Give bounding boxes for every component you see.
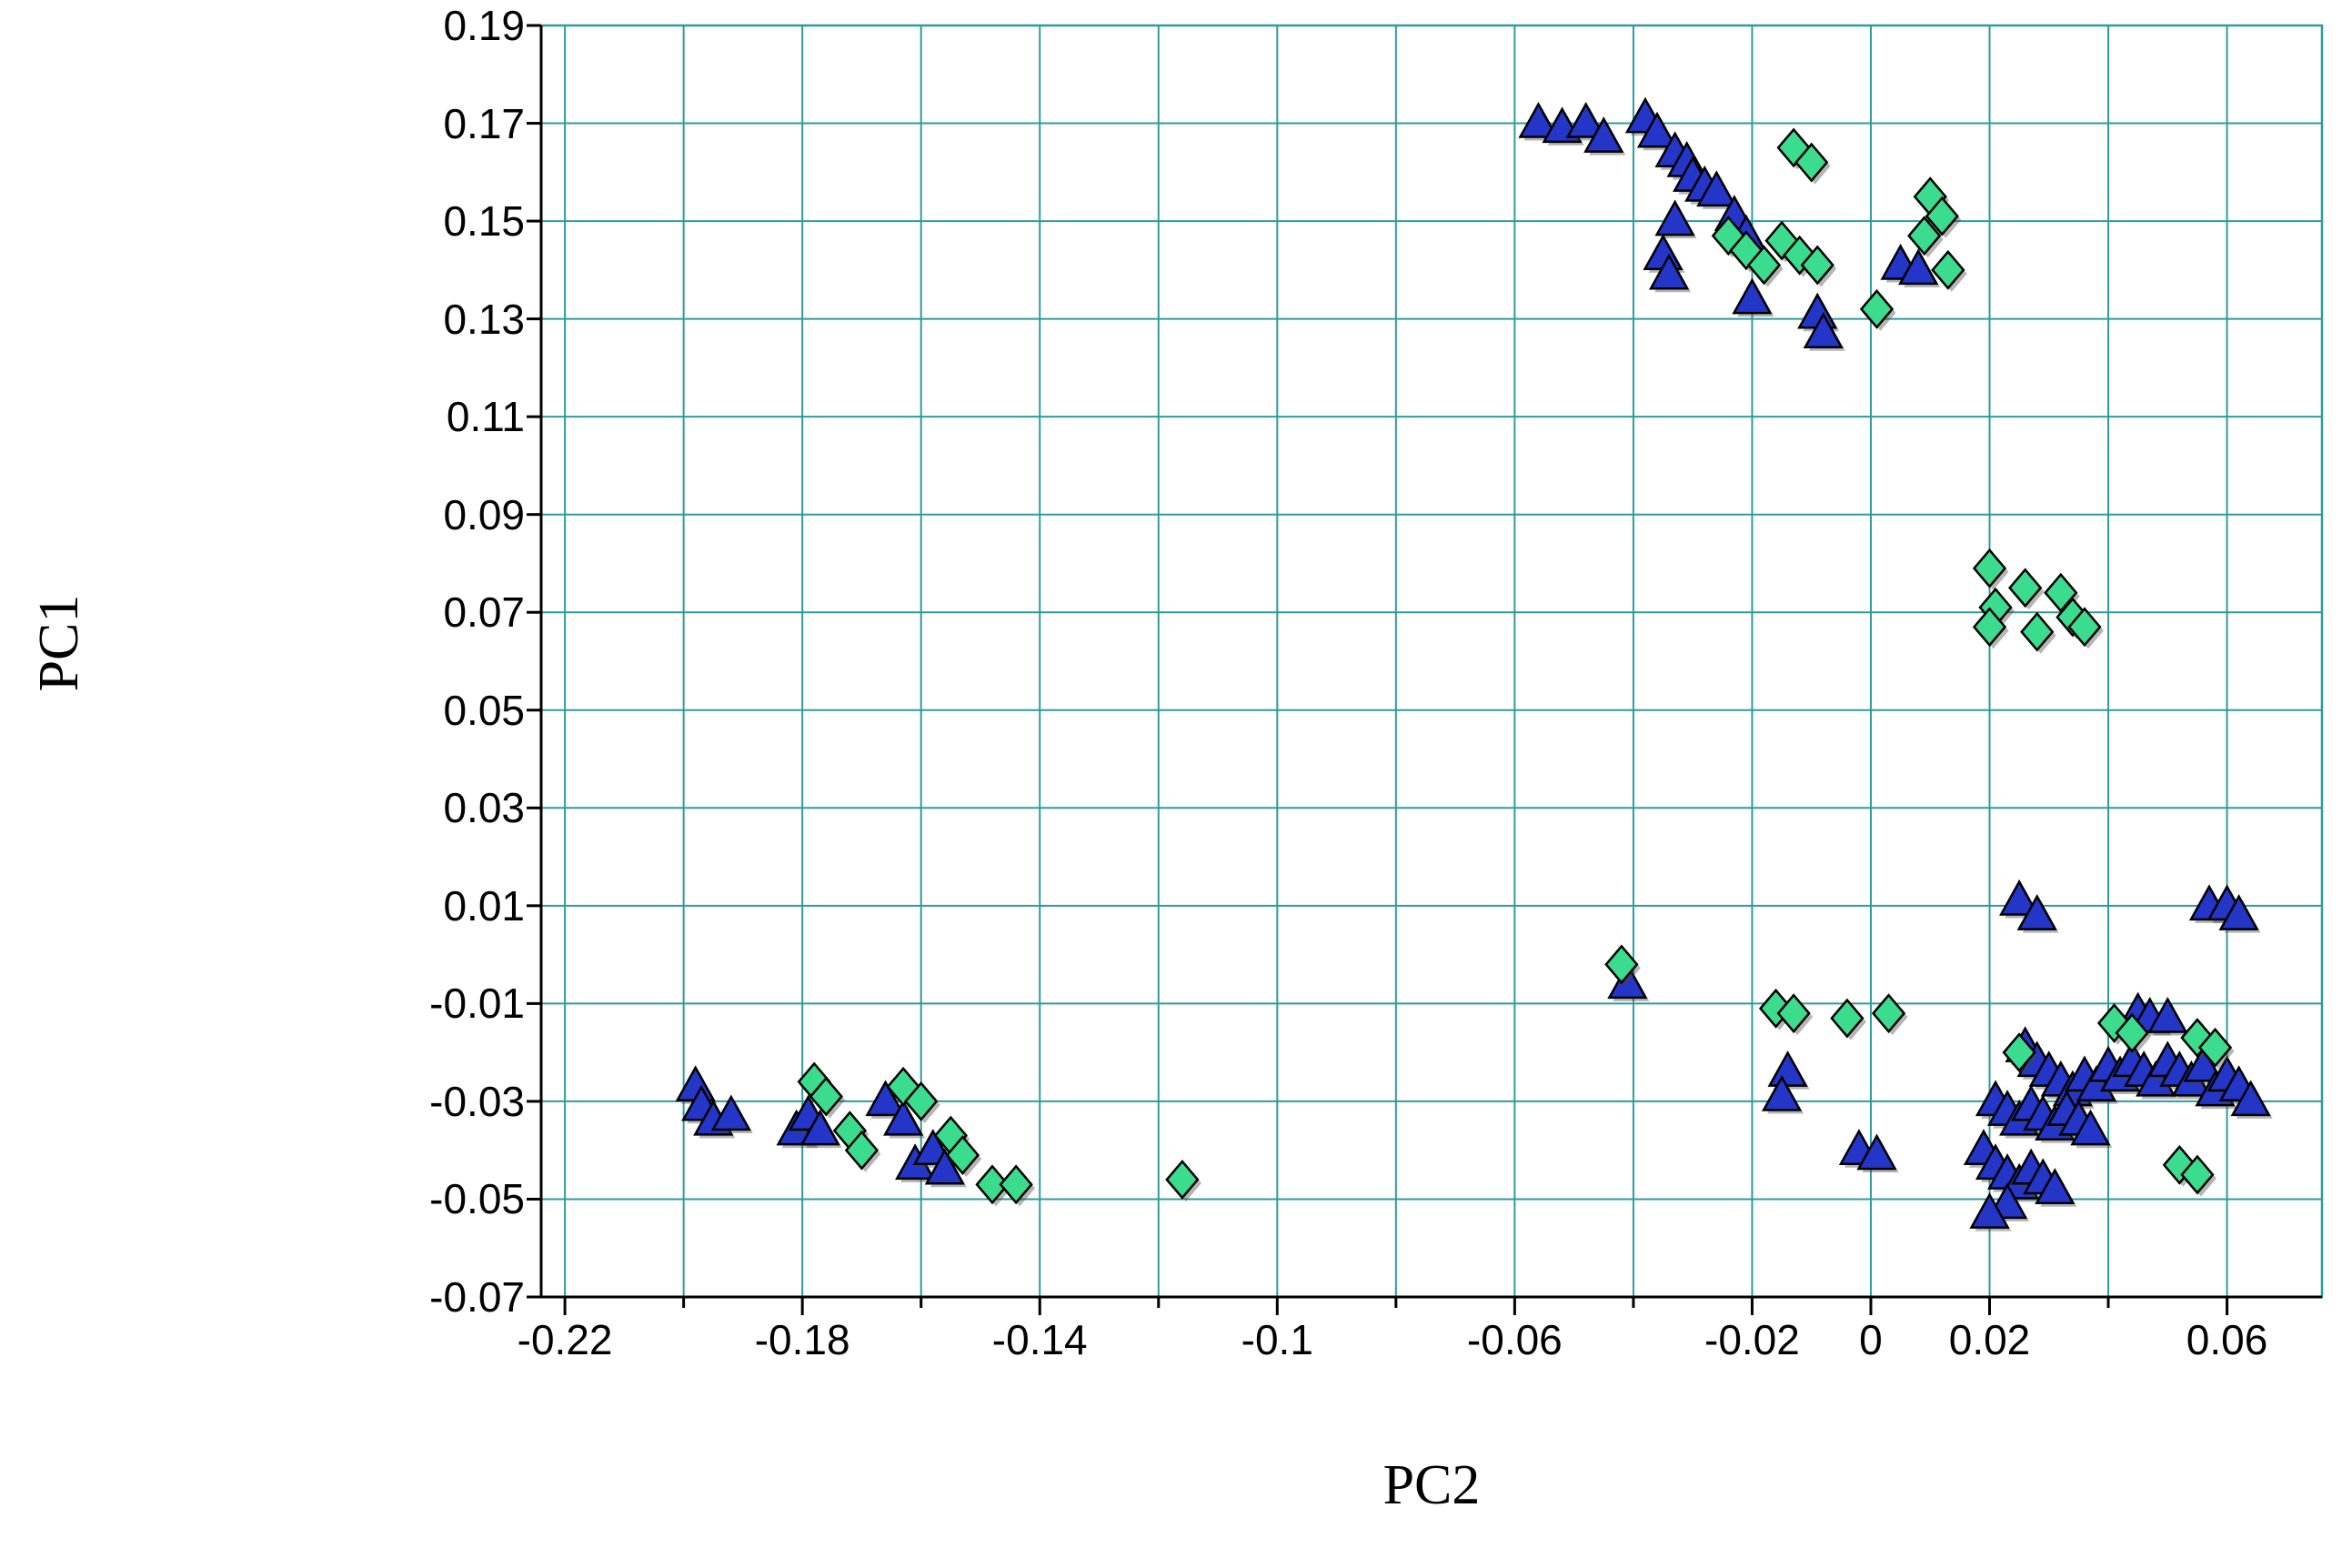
scatter-point-triangle <box>1583 116 1624 153</box>
plot-canvas <box>527 24 2324 1315</box>
scatter-point-diamond <box>844 1130 880 1171</box>
x-tick-label: -0.1 <box>1241 1316 1313 1363</box>
scatter-point-diamond <box>1800 245 1834 286</box>
x-tick-label: -0.02 <box>1704 1316 1800 1363</box>
scatter-point-diamond <box>1907 216 1942 256</box>
scatter-point-triangle <box>1856 1133 1897 1171</box>
scatter-point-diamond <box>975 1164 1010 1205</box>
scatter-point-diamond <box>2067 607 2102 648</box>
y-tick-label: 0.05 <box>443 686 525 734</box>
scatter-point-diamond <box>999 1164 1033 1205</box>
y-tick-label: -0.07 <box>429 1273 525 1321</box>
scatter-point-diamond <box>2115 1012 2149 1053</box>
scatter-point-diamond <box>2020 611 2055 652</box>
scatter-point-triangle <box>1518 101 1559 138</box>
plot-area <box>527 24 2324 1315</box>
x-tick-label: -0.18 <box>754 1316 850 1363</box>
x-tick-label: 0.02 <box>1948 1316 2031 1363</box>
scatter-point-diamond <box>2180 1154 2215 1195</box>
scatter-point-diamond <box>1931 249 1965 290</box>
y-tick-label: 0.15 <box>443 197 525 246</box>
y-tick-label: 0.19 <box>443 2 525 49</box>
scatter-point-triangle <box>2070 1109 2111 1146</box>
scatter-point-diamond <box>945 1135 980 1175</box>
scatter-point-triangle <box>710 1094 751 1131</box>
scatter-point-triangle <box>1654 199 1695 236</box>
scatter-point-diamond <box>1794 142 1829 183</box>
scatter-point-triangle <box>1797 292 1838 329</box>
scatter-point-triangle <box>1803 312 1844 348</box>
scatter-point-triangle <box>1565 101 1606 138</box>
scatter-point-diamond <box>1830 998 1865 1039</box>
x-tick-label: -0.22 <box>517 1316 613 1363</box>
scatter-point-triangle <box>1999 879 2040 916</box>
scatter-point-triangle <box>2147 996 2188 1033</box>
scatter-point-triangle <box>2230 1080 2271 1117</box>
scatter-point-diamond <box>1972 607 2007 648</box>
scatter-point-triangle <box>883 1099 924 1136</box>
y-tick-label: 0.09 <box>443 490 525 538</box>
y-tick-label: -0.05 <box>429 1175 525 1223</box>
scatter-point-diamond <box>2008 568 2043 608</box>
scatter-point-triangle <box>2183 1045 2224 1082</box>
scatter-point-diamond <box>1776 993 1811 1034</box>
scatter-point-triangle <box>2035 1168 2076 1204</box>
y-tick-label: -0.01 <box>429 980 525 1028</box>
scatter-point-triangle <box>1607 962 1648 1000</box>
scatter-point-diamond <box>2197 1027 2233 1068</box>
y-tick-label: -0.03 <box>429 1077 525 1125</box>
scatter-point-triangle <box>1643 234 1684 270</box>
y-tick-label: 0.11 <box>446 393 525 441</box>
scatter-point-diamond <box>1972 548 2007 588</box>
y-axis-title: PC1 <box>28 594 90 692</box>
scatter-point-triangle <box>1732 277 1773 315</box>
scatter-point-diamond <box>904 1081 939 1121</box>
scatter-point-diamond <box>1764 220 1799 261</box>
scatter-point-triangle <box>1696 170 1737 207</box>
scatter-point-triangle <box>1636 111 1678 148</box>
scatter-point-triangle <box>799 1109 840 1146</box>
scatter-point-triangle <box>1648 253 1690 290</box>
scatter-point-diamond <box>1859 288 1895 329</box>
scatter-point-diamond <box>2002 1032 2036 1073</box>
scatter-point-triangle <box>1898 248 1939 286</box>
scatter-point-triangle <box>1767 1050 1808 1087</box>
scatter-point-diamond <box>1783 235 1817 276</box>
scatter-point-diamond <box>1925 196 1959 236</box>
y-tick-label: 0.13 <box>443 295 525 343</box>
scatter-point-diamond <box>1604 944 1639 985</box>
y-tick-label: 0.01 <box>443 881 525 930</box>
x-tick-label: -0.06 <box>1466 1316 1563 1363</box>
scatter-point-triangle <box>924 1148 965 1185</box>
x-tick-label: -0.14 <box>991 1316 1088 1363</box>
scatter-point-diamond <box>2044 572 2078 613</box>
scatter-point-triangle <box>865 1080 906 1117</box>
y-tick-label: 0.17 <box>443 99 525 147</box>
scatter-point-triangle <box>1761 1074 1803 1111</box>
y-tick-label: 0.07 <box>443 588 525 637</box>
scatter-point-diamond <box>1165 1160 1200 1200</box>
scatter-point-triangle <box>2016 894 2057 930</box>
scatter-point-diamond <box>1746 245 1782 286</box>
scatter-point-diamond <box>1871 993 1906 1034</box>
scatter-point-diamond <box>809 1076 843 1117</box>
scatter-point-triangle <box>2218 894 2259 930</box>
scatter-point-triangle <box>1969 1192 2010 1229</box>
scatter-point-diamond <box>1729 230 1764 271</box>
x-tick-label: 0 <box>1859 1316 1883 1363</box>
x-tick-label: 0.06 <box>2186 1316 2268 1363</box>
x-axis-title: PC2 <box>1382 1454 1481 1516</box>
y-tick-label: 0.03 <box>443 784 525 832</box>
